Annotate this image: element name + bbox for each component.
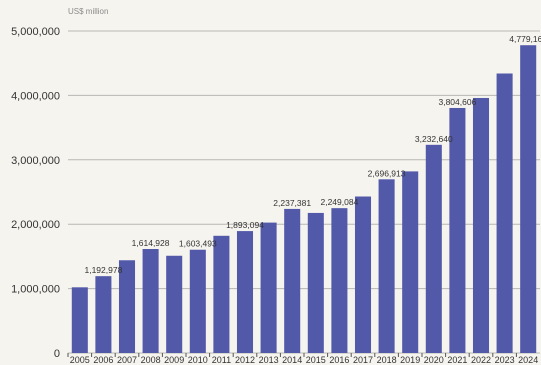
bar [189,249,206,353]
bar [307,212,324,353]
bar [142,248,159,353]
bar [95,276,112,353]
unit-label: US$ million [68,7,108,16]
bar [284,208,301,353]
y-tick-label: 0 [54,348,60,360]
x-tick-label: 2021 [447,355,467,365]
x-tick-label: 2020 [424,355,444,365]
x-axis-ticks: 2005 2006 2007 2008 2009 2010 2011 2012 2013 2014… [67,353,538,365]
bar [354,196,372,353]
y-tick-label: 5,000,000 [11,26,60,38]
x-tick-label: 2015 [306,355,326,365]
y-tick-label: 4,000,000 [11,90,60,102]
x-tick-label: 2008 [141,355,161,365]
bar [331,208,348,353]
bar [213,235,230,353]
x-tick-label: 2018 [377,355,397,365]
bar [118,260,136,353]
y-tick-label: 1,000,000 [11,284,60,296]
x-tick-label: 2007 [117,355,137,365]
bar [520,45,537,354]
x-tick-label: 2011 [212,355,231,365]
data-labels: 1,192,978 1,614,928 1,603,493 1,893,094 2,23… [84,34,541,275]
data-label: 3,232,640 [415,134,453,144]
data-label: 1,614,928 [132,238,170,248]
bar [378,179,395,353]
bar [449,107,466,354]
x-tick-label: 2006 [93,355,113,365]
data-label: 2,249,084 [320,197,358,207]
bar [236,231,254,353]
x-tick-label: 2022 [471,355,491,365]
x-tick-label: 2014 [282,355,302,365]
x-tick-label: 2016 [329,355,349,365]
x-tick-label: 2024 [518,355,538,365]
bar [402,171,419,353]
data-label: 4,779,165 [509,34,541,44]
bar [260,222,277,353]
x-tick-label: 2017 [353,355,373,365]
bar [425,144,442,353]
bar [166,255,183,353]
x-tick-label: 2013 [259,355,279,365]
bar [472,97,490,353]
data-label: 1,603,493 [179,239,217,249]
x-tick-label: 2019 [400,355,420,365]
bars [71,45,537,354]
data-label: 2,237,381 [273,198,311,208]
bar [71,287,88,353]
gridlines [68,30,540,354]
data-label: 1,893,094 [226,220,264,230]
data-label: 3,804,606 [438,97,476,107]
x-tick-label: 2009 [164,355,184,365]
data-label: 2,696,913 [368,168,406,178]
x-tick-label: 2012 [235,355,255,365]
data-label: 1,192,978 [84,265,122,275]
x-tick-label: 2005 [70,355,90,365]
y-axis-ticks: 0 1,000,000 2,000,000 3,000,000 4,000,000 5,0… [11,26,60,360]
x-tick-label: 2010 [188,355,208,365]
y-tick-label: 2,000,000 [11,219,60,231]
x-tick-label: 2023 [495,355,515,365]
bar [496,73,513,353]
y-tick-label: 3,000,000 [11,155,60,167]
